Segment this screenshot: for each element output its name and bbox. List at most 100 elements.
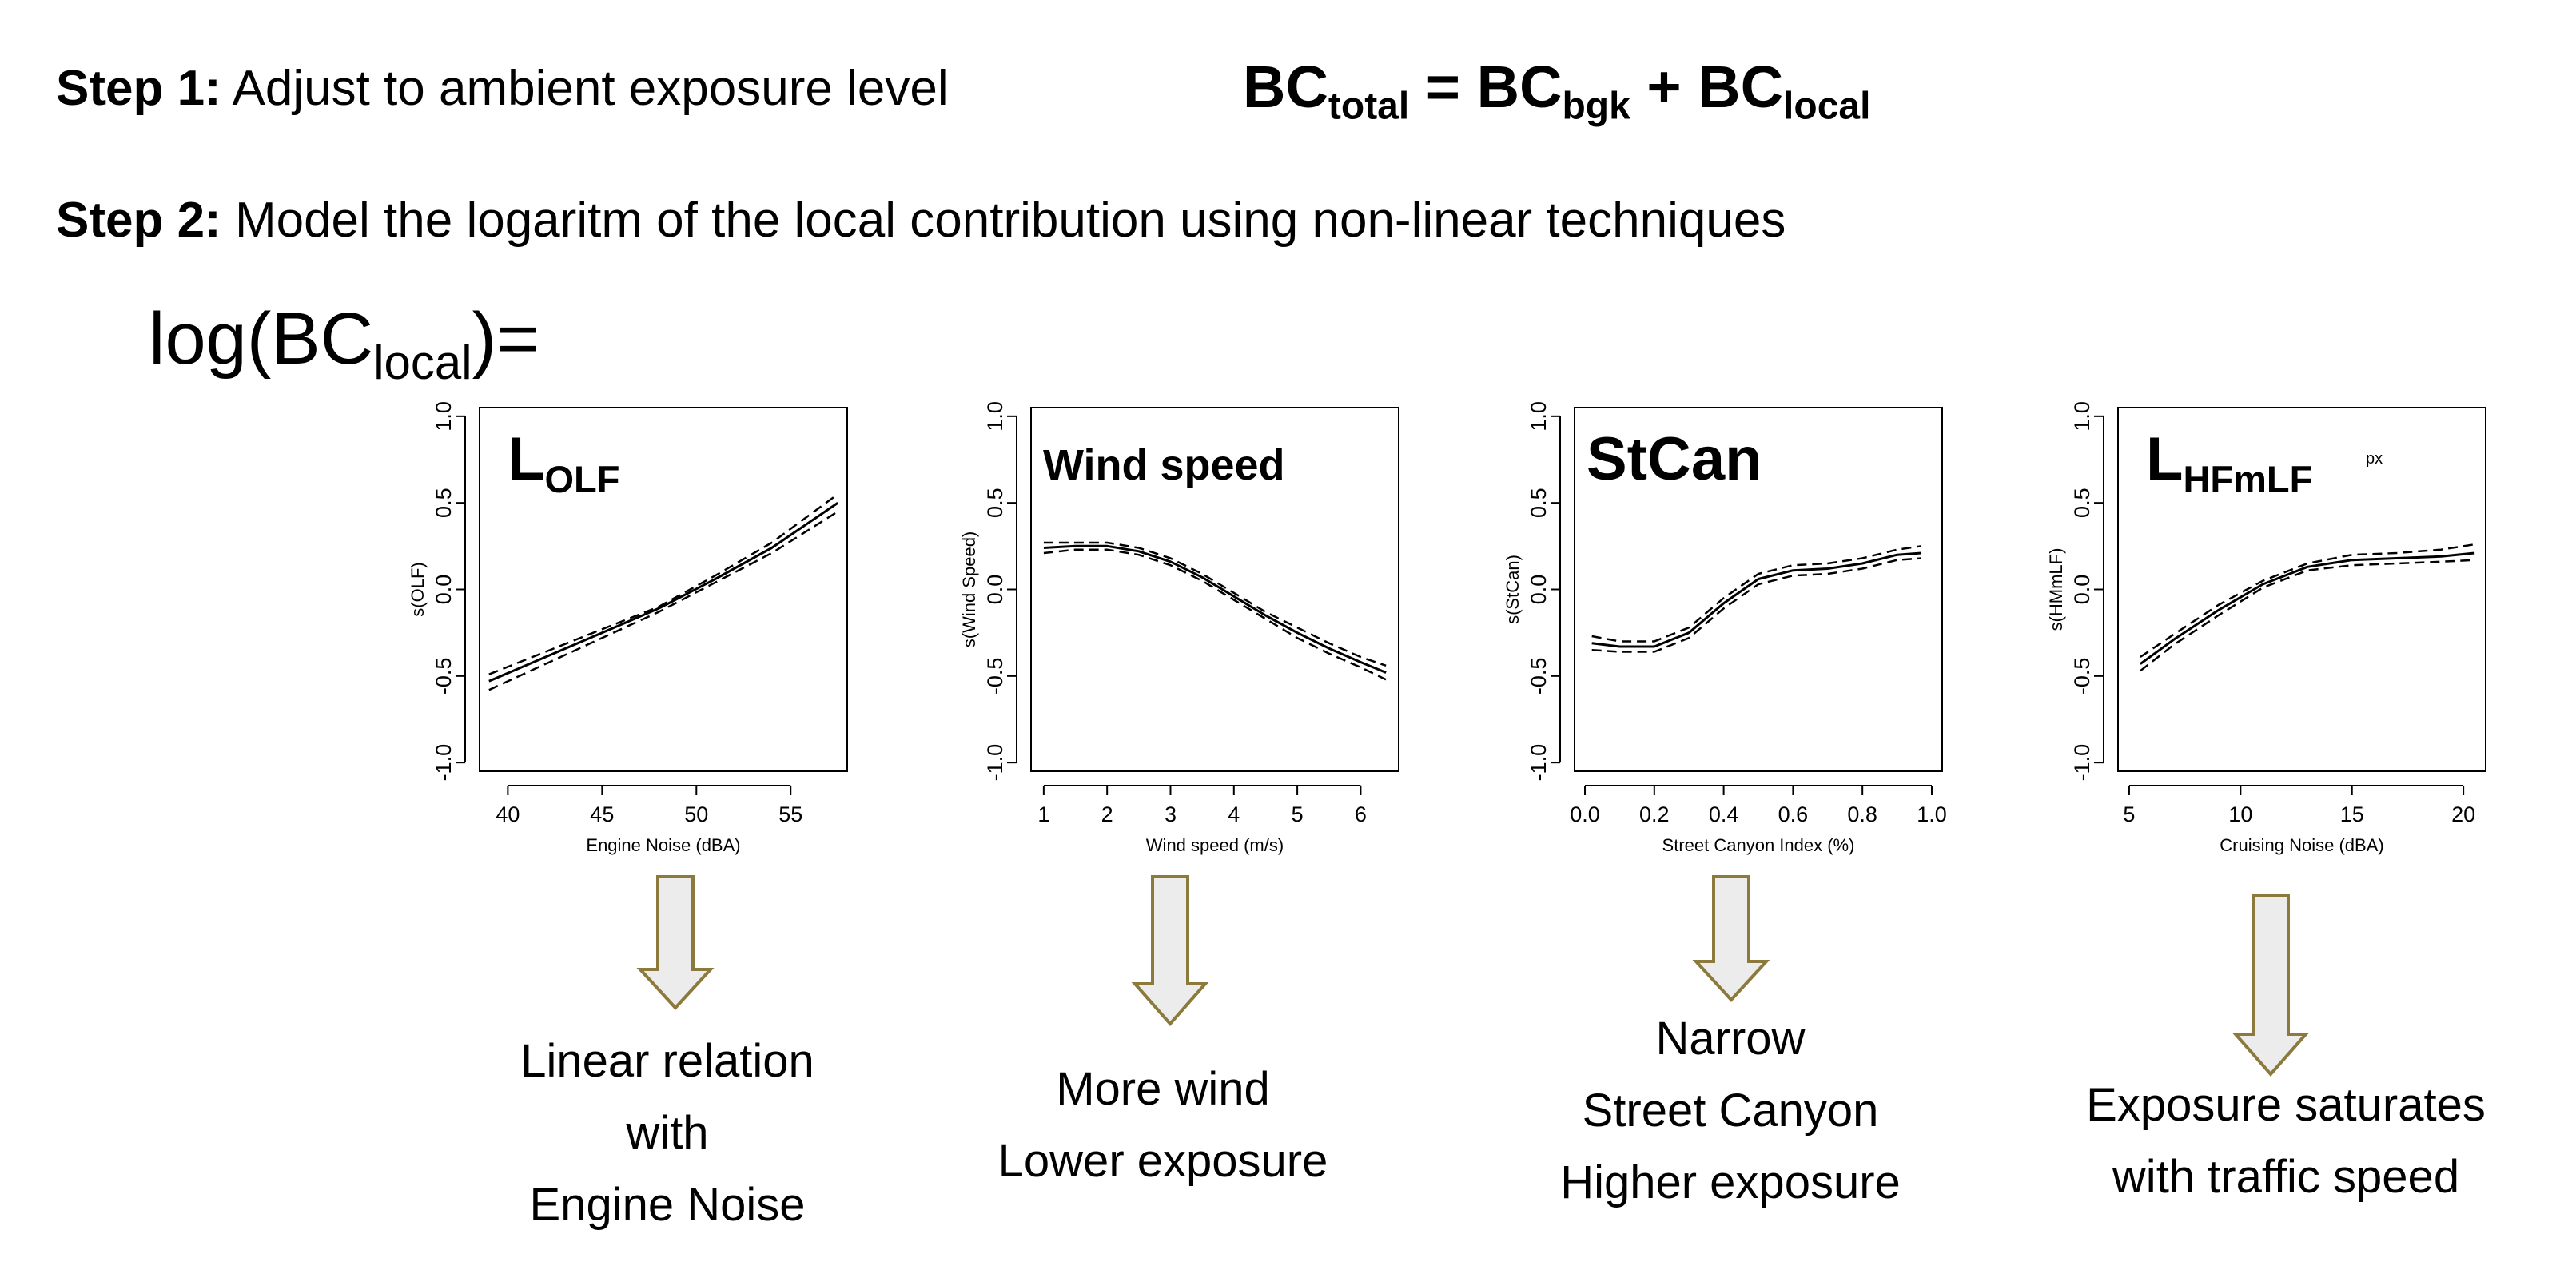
eq-plus: +: [1630, 54, 1698, 120]
y-axis-label: s(OLF): [408, 562, 428, 616]
series-lower: [1043, 548, 1387, 681]
x-tick-label: 0.0: [1570, 802, 1600, 826]
x-tick-label: 2: [1101, 802, 1113, 826]
step-2-text: Model the logaritm of the local contribu…: [221, 193, 1786, 248]
step-1: Step 1: Adjust to ambient exposure level: [56, 64, 949, 113]
title-extra: px: [2366, 450, 2383, 468]
series-upper: [1043, 541, 1387, 667]
caption-wind: More wind Lower exposure: [943, 1053, 1383, 1197]
title-main: L: [2146, 425, 2183, 493]
plot-frame: [2117, 407, 2486, 772]
caption-line: with: [626, 1106, 709, 1159]
y-tick-label: -1.0: [1527, 744, 1551, 782]
x-tick-label: 0.8: [1847, 802, 1877, 826]
arrow-shape: [1131, 875, 1209, 1027]
x-tick-label: 55: [778, 802, 802, 826]
series-estimate: [1043, 544, 1387, 674]
log-sub: local: [373, 336, 472, 390]
step-2: Step 2: Model the logaritm of the local …: [56, 196, 1786, 245]
y-tick-label: 1.0: [983, 401, 1007, 432]
x-axis-label: Wind speed (m/s): [1146, 835, 1284, 855]
caption-line: Exposure saturates: [2086, 1079, 2486, 1131]
y-axis-label: s(Wind Speed): [959, 531, 979, 648]
y-tick-label: 1.0: [1527, 401, 1551, 432]
step-1-text: Adjust to ambient exposure level: [221, 61, 949, 116]
series-lower: [2140, 559, 2475, 672]
x-tick-label: 4: [1228, 802, 1240, 826]
y-tick-label: 0.0: [432, 575, 456, 605]
chart-title: Wind speed: [1043, 441, 1285, 489]
x-tick-label: 0.6: [1778, 802, 1809, 826]
down-arrow-icon: [1692, 875, 1770, 1002]
y-tick-label: -0.5: [1527, 658, 1551, 695]
title-sub: OLF: [544, 458, 619, 500]
y-tick-label: -1.0: [432, 744, 456, 782]
y-tick-label: 0.0: [1527, 575, 1551, 605]
series-estimate: [1591, 551, 1922, 648]
eq-term2: BC: [1698, 54, 1784, 120]
title-main: L: [508, 425, 544, 493]
eq-lhs: BC: [1243, 54, 1328, 120]
series-estimate: [2140, 551, 2475, 665]
eq-lhs-sub: total: [1328, 85, 1410, 128]
arrow-shape: [636, 875, 715, 1010]
chart-hfmlf: -1.0 -0.5 0.0 0.5 1.0 s(HMmLF) 5 10 15 20 Cruising…: [2046, 401, 2486, 855]
series-upper: [1591, 545, 1922, 643]
x-axis-label: Engine Noise (dBA): [586, 835, 740, 855]
x-tick-label: 10: [2228, 802, 2252, 826]
x-tick-label: 1.0: [1917, 802, 1947, 826]
series-upper: [2140, 543, 2475, 659]
down-arrow-icon: [2232, 894, 2310, 1077]
caption-line: Lower exposure: [997, 1134, 1328, 1187]
arrow-shape: [2232, 894, 2310, 1077]
x-tick-label: 40: [496, 802, 520, 826]
y-tick-label: -0.5: [2070, 658, 2094, 695]
log-prefix: log(BC: [149, 298, 374, 380]
y-tick-label: 1.0: [2070, 401, 2094, 432]
x-tick-label: 5: [2123, 802, 2135, 826]
caption-line: More wind: [1056, 1063, 1270, 1115]
chart-wind-speed: -1.0 -0.5 0.0 0.5 1.0 s(Wind Speed) 1 2 3 4 5 6 Wind…: [959, 401, 1399, 855]
caption-line: with traffic speed: [2112, 1150, 2460, 1203]
eq-term1-sub: bgk: [1562, 85, 1630, 128]
y-tick-label: 0.0: [2070, 575, 2094, 605]
step-2-label: Step 2:: [56, 193, 221, 248]
caption-line: Linear relation: [520, 1035, 814, 1087]
y-tick-label: 0.0: [983, 575, 1007, 605]
caption-stcan: Narrow Street Canyon Higher exposure: [1511, 1003, 1950, 1219]
y-axis-label: s(HMmLF): [2046, 548, 2066, 631]
caption-line: Narrow: [1655, 1013, 1806, 1065]
caption-line: Engine Noise: [529, 1178, 806, 1231]
title-sub: HFmLF: [2183, 458, 2312, 500]
bc-equation: BCtotal = BCbgk + BClocal: [1243, 58, 1870, 125]
caption-line: Higher exposure: [1560, 1156, 1901, 1208]
chart-title: LOLF: [508, 425, 619, 500]
x-tick-label: 6: [1355, 802, 1367, 826]
y-tick-label: -0.5: [983, 658, 1007, 695]
series-upper: [488, 493, 838, 675]
x-tick-label: 50: [684, 802, 708, 826]
x-tick-label: 0.4: [1709, 802, 1739, 826]
y-tick-label: 0.5: [432, 488, 456, 518]
y-axis-label: s(StCan): [1503, 555, 1523, 624]
eq-equals: =: [1409, 54, 1477, 120]
log-suffix: )=: [472, 298, 539, 380]
x-tick-label: 20: [2451, 802, 2475, 826]
x-axis-label: Street Canyon Index (%): [1662, 835, 1855, 855]
chart-olf: -1.0 -0.5 0.0 0.5 1.0 s(OLF) 40 45 50 55 Engine No…: [408, 401, 848, 855]
series-estimate: [488, 501, 839, 683]
y-tick-label: 0.5: [1527, 488, 1551, 518]
x-tick-label: 45: [590, 802, 614, 826]
y-tick-label: 0.5: [983, 488, 1007, 518]
caption-hfmlf: Exposure saturates with traffic speed: [2046, 1069, 2526, 1213]
down-arrow-icon: [1131, 875, 1209, 1027]
y-tick-label: -0.5: [432, 658, 456, 695]
title-main: Wind speed: [1043, 441, 1285, 489]
eq-term1: BC: [1476, 54, 1563, 120]
chart-title: StCan: [1587, 425, 1762, 493]
down-arrow-icon: [636, 875, 715, 1010]
x-tick-label: 15: [2340, 802, 2364, 826]
plot-frame: [479, 407, 848, 772]
y-tick-label: 0.5: [2070, 488, 2094, 518]
caption-olf: Linear relation with Engine Noise: [448, 1025, 887, 1241]
